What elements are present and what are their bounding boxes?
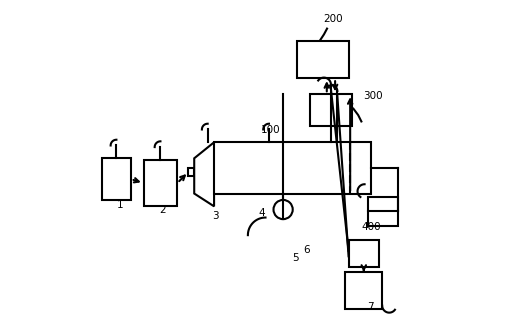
Text: 5: 5 bbox=[292, 253, 299, 263]
Circle shape bbox=[274, 200, 293, 219]
Bar bbox=[143, 160, 177, 206]
Text: 200: 200 bbox=[323, 14, 342, 24]
Text: 1: 1 bbox=[117, 200, 123, 210]
Bar bbox=[214, 142, 371, 193]
Text: 2: 2 bbox=[160, 205, 166, 215]
Text: 7: 7 bbox=[367, 302, 374, 312]
Text: 3: 3 bbox=[213, 211, 219, 221]
Text: 400: 400 bbox=[362, 222, 381, 232]
Bar bbox=[297, 41, 348, 78]
Text: 300: 300 bbox=[363, 91, 383, 101]
Bar bbox=[188, 168, 194, 176]
Bar bbox=[310, 94, 352, 126]
Bar bbox=[348, 240, 379, 267]
Bar bbox=[345, 272, 382, 309]
Bar bbox=[368, 197, 398, 225]
Text: 100: 100 bbox=[261, 125, 280, 135]
Text: 4: 4 bbox=[259, 208, 266, 218]
Bar bbox=[102, 158, 131, 200]
Polygon shape bbox=[194, 142, 214, 206]
Text: 6: 6 bbox=[303, 245, 310, 255]
